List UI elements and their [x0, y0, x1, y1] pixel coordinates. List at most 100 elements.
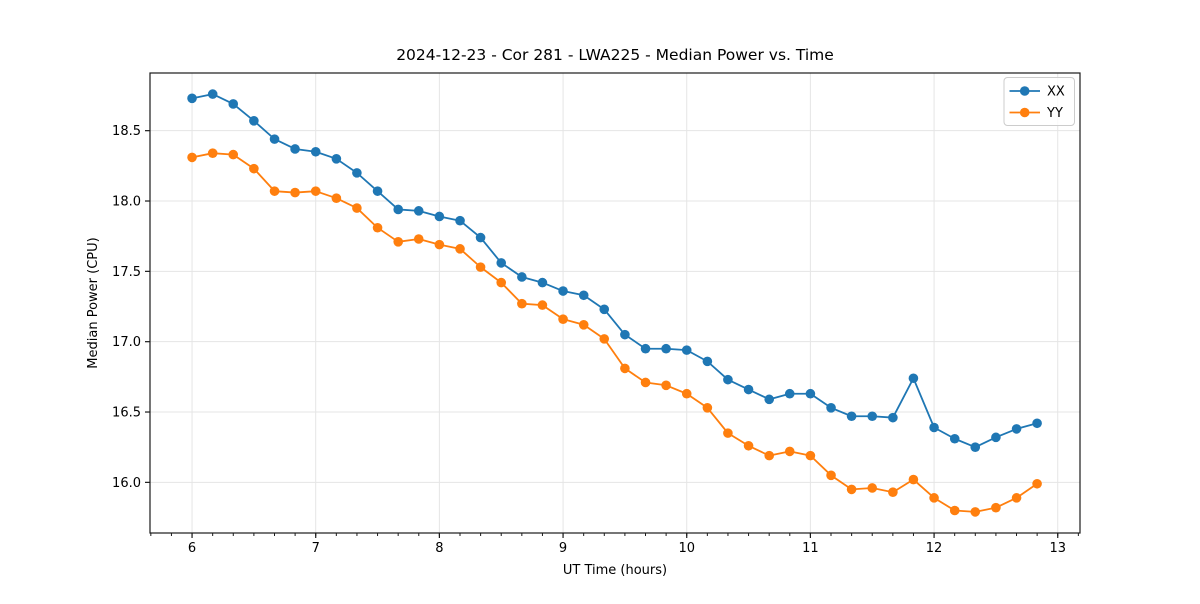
data-point-yy — [249, 163, 259, 174]
data-point-xx — [331, 154, 342, 164]
data-point-xx — [310, 146, 321, 157]
data-point-yy — [310, 186, 321, 196]
data-point-yy — [599, 334, 610, 344]
data-point-xx — [228, 99, 239, 109]
data-point-xx — [743, 384, 754, 395]
legend-label-yy: YY — [1046, 106, 1063, 121]
legend-marker-yy — [1019, 107, 1030, 118]
data-point-xx — [681, 345, 692, 355]
data-point-xx — [434, 211, 445, 222]
data-point-yy — [805, 450, 816, 461]
data-point-yy — [949, 505, 960, 516]
data-point-xx — [908, 373, 919, 384]
data-point-yy — [290, 187, 300, 198]
data-point-yy — [475, 262, 486, 272]
grid-lines — [150, 73, 1080, 533]
chart-title: 2024-12-23 - Cor 281 - LWA225 - Median P… — [396, 46, 834, 64]
data-point-xx — [846, 411, 857, 422]
data-point-yy — [331, 193, 342, 203]
x-tick-label: 11 — [802, 541, 819, 556]
data-point-yy — [681, 388, 692, 399]
data-point-xx — [661, 343, 671, 354]
data-point-yy — [352, 203, 362, 213]
y-tick-label: 17.5 — [112, 265, 141, 280]
data-point-xx — [764, 394, 775, 405]
x-tick-label: 7 — [312, 541, 320, 556]
data-point-xx — [558, 286, 568, 296]
data-series — [187, 89, 1042, 517]
data-point-yy — [187, 152, 197, 163]
data-point-yy — [888, 487, 898, 498]
data-point-yy — [908, 474, 919, 485]
data-point-xx — [723, 374, 733, 385]
data-point-xx — [290, 144, 300, 154]
data-point-yy — [702, 403, 713, 413]
data-point-xx — [413, 206, 424, 216]
y-tick-label: 18.0 — [112, 195, 141, 210]
x-axis-label: UT Time (hours) — [563, 563, 667, 578]
data-point-yy — [578, 320, 589, 330]
data-point-yy — [434, 239, 445, 250]
legend: XX YY — [1003, 77, 1075, 126]
data-point-xx — [949, 433, 960, 444]
x-tick-label: 10 — [678, 541, 695, 556]
data-point-xx — [372, 186, 383, 196]
data-point-xx — [991, 432, 1001, 443]
data-point-xx — [578, 290, 589, 301]
data-point-xx — [929, 422, 939, 433]
data-point-yy — [558, 314, 568, 324]
data-point-yy — [1011, 493, 1022, 503]
x-tick-label: 8 — [435, 541, 443, 556]
data-line-xx — [191, 93, 1038, 449]
data-point-xx — [269, 134, 280, 144]
data-point-xx — [620, 329, 630, 340]
axis-ticks — [145, 130, 1079, 538]
series-yy — [187, 148, 1042, 517]
data-point-yy — [784, 446, 795, 457]
data-point-xx — [640, 343, 651, 354]
data-point-xx — [207, 89, 218, 99]
data-point-xx — [249, 116, 259, 126]
data-point-xx — [455, 215, 465, 226]
data-point-xx — [393, 204, 404, 215]
y-axis-label: Median Power (CPU) — [86, 237, 101, 368]
x-tick-label: 6 — [188, 541, 196, 556]
x-tick-label: 12 — [926, 541, 943, 556]
data-point-yy — [1032, 478, 1042, 489]
data-point-yy — [393, 237, 404, 247]
data-point-xx — [805, 388, 816, 399]
data-point-yy — [723, 428, 733, 438]
data-point-yy — [970, 507, 981, 517]
data-point-yy — [537, 300, 548, 310]
data-point-xx — [784, 388, 795, 399]
data-point-yy — [413, 234, 424, 244]
data-point-yy — [846, 484, 857, 495]
data-point-yy — [991, 502, 1001, 513]
y-tick-label: 16.5 — [112, 406, 141, 421]
data-point-xx — [1032, 418, 1042, 429]
data-point-xx — [537, 277, 548, 288]
data-point-xx — [888, 412, 898, 423]
data-point-yy — [517, 298, 527, 309]
data-point-yy — [743, 440, 754, 451]
data-point-yy — [661, 380, 671, 391]
data-point-xx — [599, 304, 610, 315]
data-point-yy — [929, 493, 939, 503]
data-point-yy — [620, 363, 630, 374]
x-tick-label: 9 — [559, 541, 567, 556]
data-point-xx — [702, 356, 713, 367]
data-point-xx — [867, 411, 878, 422]
data-point-yy — [867, 483, 878, 493]
data-point-xx — [517, 272, 527, 282]
data-point-xx — [352, 168, 362, 178]
data-point-yy — [826, 470, 836, 481]
data-point-yy — [496, 277, 507, 288]
data-point-yy — [228, 149, 239, 160]
data-point-xx — [187, 93, 197, 104]
data-point-xx — [826, 403, 836, 413]
data-point-yy — [269, 186, 280, 196]
data-point-yy — [207, 148, 218, 158]
data-point-yy — [372, 222, 383, 233]
